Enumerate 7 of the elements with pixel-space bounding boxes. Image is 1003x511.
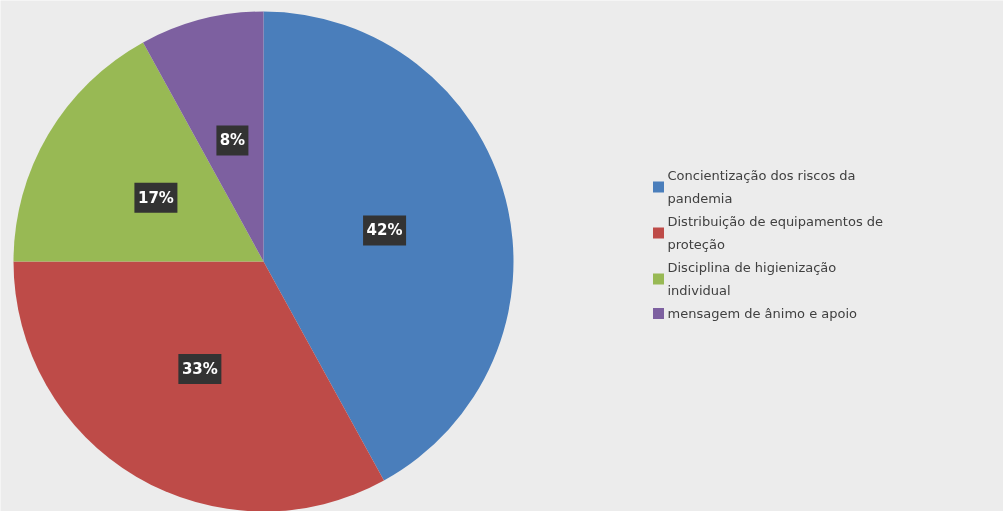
legend-label: mensagem de ânimo e apoio [667,306,858,321]
data-label: 17% [137,188,174,207]
data-label: 8% [219,131,246,150]
legend-label: Distribuição de equipamentos de proteção [667,214,884,252]
legend-label: Concientização dos riscos da pandemia [667,168,856,206]
data-label: 42% [366,221,403,240]
data-label: 33% [181,360,218,379]
